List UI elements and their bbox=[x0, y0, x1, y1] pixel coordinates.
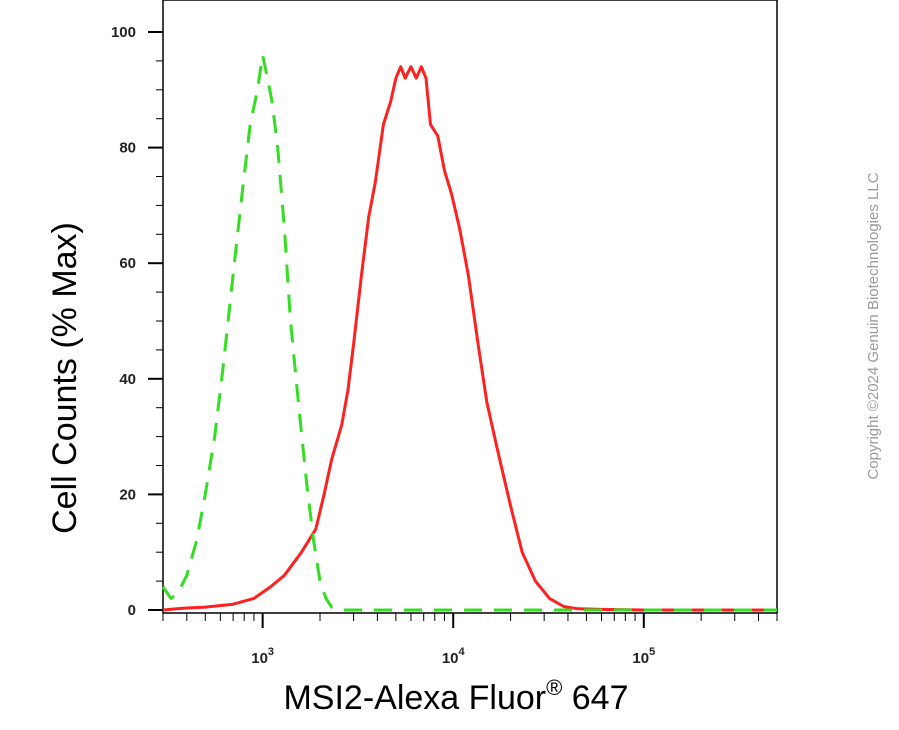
x-tick-label: 105 bbox=[632, 646, 655, 667]
plot-frame bbox=[162, 0, 778, 614]
x-tick-label: 104 bbox=[442, 646, 466, 667]
y-tick-label: 20 bbox=[119, 486, 136, 503]
x-axis: 103 104 105 bbox=[162, 613, 778, 667]
sample-line bbox=[162, 65, 777, 612]
x-axis-title-superscript: ® bbox=[546, 675, 562, 700]
y-tick-label: 60 bbox=[119, 255, 136, 272]
y-tick-label: 0 bbox=[128, 602, 136, 619]
y-tick-label: 100 bbox=[111, 24, 136, 41]
x-axis-title: MSI2-Alexa Fluor® 647 bbox=[283, 675, 628, 717]
series-layer bbox=[161, 53, 777, 612]
y-axis: 0 20 40 60 80 100 bbox=[111, 24, 163, 619]
copyright-watermark: Copyright ©2024 Genuin Biotechnologies L… bbox=[865, 172, 882, 479]
y-tick-label: 40 bbox=[119, 371, 136, 388]
x-axis-title-main: MSI2-Alexa Fluor bbox=[283, 679, 546, 717]
plot-border bbox=[162, 0, 778, 614]
x-axis-title-suffix: 647 bbox=[562, 679, 628, 717]
x-tick-label: 103 bbox=[251, 646, 274, 667]
y-axis-title: Cell Counts (% Max) bbox=[46, 222, 84, 534]
y-tick-label: 80 bbox=[119, 140, 136, 157]
isotype-control-line bbox=[161, 53, 777, 612]
